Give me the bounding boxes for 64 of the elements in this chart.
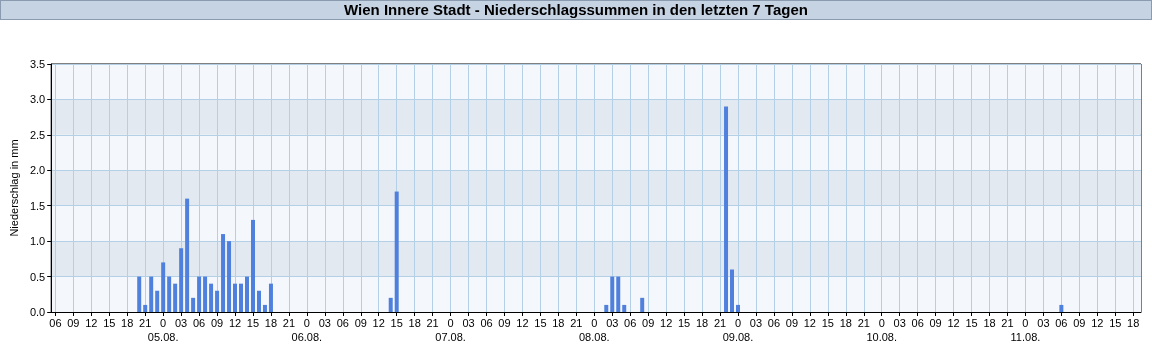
x-tick-label: 21 [139, 317, 152, 329]
x-tick-label: 21 [857, 317, 870, 329]
x-tick-label: 03 [1037, 317, 1050, 329]
x-tick-label: 09 [210, 317, 224, 329]
x-tick-label: 15 [1109, 317, 1122, 329]
y-tick-label: 2.0 [29, 164, 46, 177]
x-tick-label: 12 [516, 317, 529, 329]
x-tick-label: 09 [354, 317, 367, 329]
x-tick-label: 18 [121, 317, 134, 329]
y-tick-label: 1.0 [29, 235, 46, 248]
x-tick-label: 12 [85, 317, 98, 329]
x-tick-label: 15 [965, 317, 978, 329]
x-tick-label: 18 [983, 317, 996, 329]
x-tick-label: 06 [911, 317, 924, 329]
x-tick-label: 21 [282, 317, 296, 329]
x-tick-label: 06 [480, 317, 493, 329]
x-tick-label: 03 [462, 317, 475, 329]
x-tick-label: 09 [785, 317, 799, 329]
x-tick-label: 12 [372, 317, 385, 329]
y-tick-label: 2.5 [29, 128, 46, 141]
x-tick-label: 12 [947, 317, 960, 329]
x-tick-label: 06 [192, 317, 206, 329]
x-tick-label: 09 [642, 317, 655, 329]
x-tick-label: 21 [713, 317, 727, 329]
x-tick-label: 21 [1001, 317, 1014, 329]
x-tick-label: 09 [67, 317, 80, 329]
x-tick-label: 18 [839, 317, 852, 329]
y-tick-label: 3.5 [29, 58, 46, 70]
x-tick-label: 15 [103, 317, 116, 329]
x-tick-label: 15 [821, 317, 834, 329]
x-tick-label: 18 [1127, 317, 1140, 329]
x-tick-label: 03 [749, 317, 763, 329]
x-tick-label: 12 [660, 317, 673, 329]
x-tick-label: 09 [498, 317, 511, 329]
chart-title: Wien Innere Stadt - Niederschlagssummen in den letzten 7 Tagen [0, 0, 1152, 20]
x-tick-label: 03 [893, 317, 906, 329]
x-tick-label: 03 [175, 317, 188, 329]
y-tick-label: 0.0 [29, 306, 46, 318]
x-tick-label: 15 [390, 317, 403, 329]
x-tick-label: 09 [929, 317, 942, 329]
x-tick-label: 21 [426, 317, 439, 329]
x-tick-label: 18 [552, 317, 565, 329]
x-tick-label: 06 [767, 317, 781, 329]
x-tick-label: 18 [264, 317, 278, 329]
x-tick-label: 03 [318, 317, 331, 329]
x-tick-label: 06 [336, 317, 349, 329]
x-tick-label: 21 [570, 317, 583, 329]
x-tick-label: 03 [606, 317, 619, 329]
y-tick-label: 1.5 [29, 199, 46, 212]
y-tick-label: 0.5 [29, 270, 46, 283]
x-tick-label: 15 [246, 317, 260, 329]
x-tick-label: 06 [1055, 317, 1068, 329]
x-tick-label: 15 [534, 317, 547, 329]
x-tick-label: 12 [1091, 317, 1104, 329]
x-tick-label: 12 [228, 317, 242, 329]
x-tick-label: 12 [803, 317, 816, 329]
y-tick-label: 3.0 [29, 93, 46, 106]
x-tick-label: 15 [677, 317, 691, 329]
x-tick-label: 09 [1073, 317, 1086, 329]
x-tick-label: 18 [408, 317, 421, 329]
x-tick-label: 06 [624, 317, 637, 329]
y-axis-title: Niederschlag in mm [7, 139, 20, 237]
x-tick-label: 18 [695, 317, 709, 329]
x-tick-label: 06 [49, 317, 62, 329]
